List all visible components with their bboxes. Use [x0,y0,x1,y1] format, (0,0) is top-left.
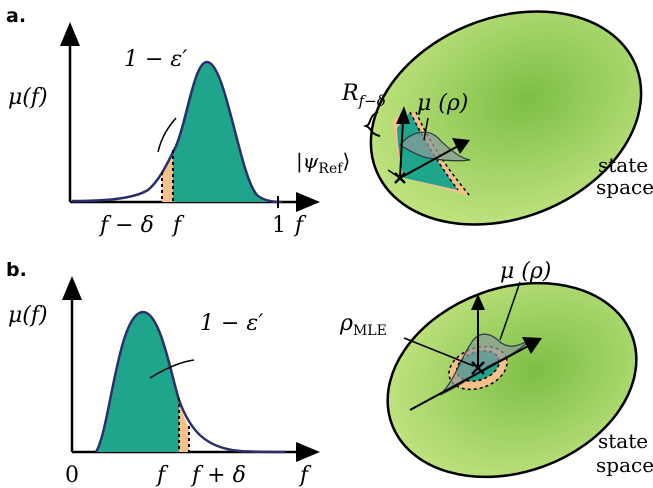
panel-a-radius-brace [362,111,381,137]
panel-a-y-label: μ(f) [8,85,48,110]
panel-b-ellipse [386,281,638,479]
panel-a-psi-sub: Ref [318,161,344,177]
panel-a-label-leader [157,117,177,153]
panel-b-y-label: μ(f) [8,303,48,328]
panel-b-mle-cross [471,361,485,375]
panel-b-tick-zero: 0 [65,463,79,488]
panel-b-mu-rho-label: μ (ρ) [500,259,551,284]
panel-a-arrow-up [399,119,404,179]
panel-b-state-label: state [598,429,648,453]
panel-a-radius-sub: f−δ [358,92,386,110]
panel-b-rho-leader [403,337,475,367]
panel-b-area-label: 1 − ε′ [200,311,263,336]
panel-a-psi-ref-label: |ψRef⟩ [296,149,350,177]
panel-a-area-label: 1 − ε′ [124,47,187,72]
panel-a-radius-label: Rf−δ [341,81,386,110]
panel-b-curve [94,310,286,454]
panel-b-rho-sub: MLE [353,323,387,339]
panel-a-arrowhead-up [396,106,410,124]
panel-a-tick-f: f [171,213,185,238]
panel-b-arrow-right [409,344,531,411]
panel-b-teal-area [96,312,179,452]
panel-a-teal-area [173,62,278,202]
panel-b-y-arrow [62,276,82,300]
panel-a-state-label: state [598,153,648,177]
panel-a-mu-rho-shape [399,131,471,162]
panel-a-psi: |ψ [296,149,319,174]
panel-b-tick-f: f [155,463,169,488]
panel-a-mu-leader [423,117,429,141]
panel-b-space-label: space [596,453,653,477]
panel-a-tick-f-minus-delta: f − δ [98,213,154,238]
panel-b-state-space: μ (ρ) ρMLE state space [339,259,653,479]
panel-a-psi-leader [387,169,401,179]
panel-b-label-leader [149,359,195,379]
panel-a-arrow-right [399,144,461,179]
panel-b-mu-rho-shape [439,333,531,396]
panel-a-state-space: Rf−δ μ (ρ) |ψRef⟩ state space [296,10,653,226]
panel-a-tick-one-label: 1 [272,213,286,238]
panel-a-curve [71,60,283,204]
panel-b-arrowhead-right [522,337,542,354]
panel-a-mu-rho-label: μ (ρ) [417,91,468,116]
panel-b-label: b. [6,259,27,281]
panel-a-psi-close: ⟩ [342,149,350,173]
panel-b-delta-strip [179,400,189,452]
panel-b-tick-f-plus-delta: f + δ [190,463,246,488]
panel-b-rho: ρ [339,311,353,336]
panel-b-x-arrow [296,442,320,462]
panel-a-delta-strip [162,151,173,202]
panel-a-space-label: space [596,175,653,199]
panel-a-radius-R: R [341,81,359,106]
panel-a-y-arrow [60,22,80,46]
panel-a-x-arrow [296,192,320,212]
panel-b-axis-f: f [298,463,312,488]
panel-a-ellipse [369,10,643,226]
panel-b-arrowhead-up [471,294,485,310]
panel-b-rho-mle-label: ρMLE [339,311,387,339]
panel-b-distribution: b. μ(f) 1 − ε′ 0 f f + δ f [6,259,320,488]
panel-a-axis-f: f [293,213,307,238]
panel-a-arrowhead-right [452,138,470,154]
panel-b-mu-leader [499,281,521,341]
panel-a-label: a. [6,5,26,27]
panel-a-distribution: a. μ(f) 1 − ε′ f − δ f 1 f [6,5,320,238]
